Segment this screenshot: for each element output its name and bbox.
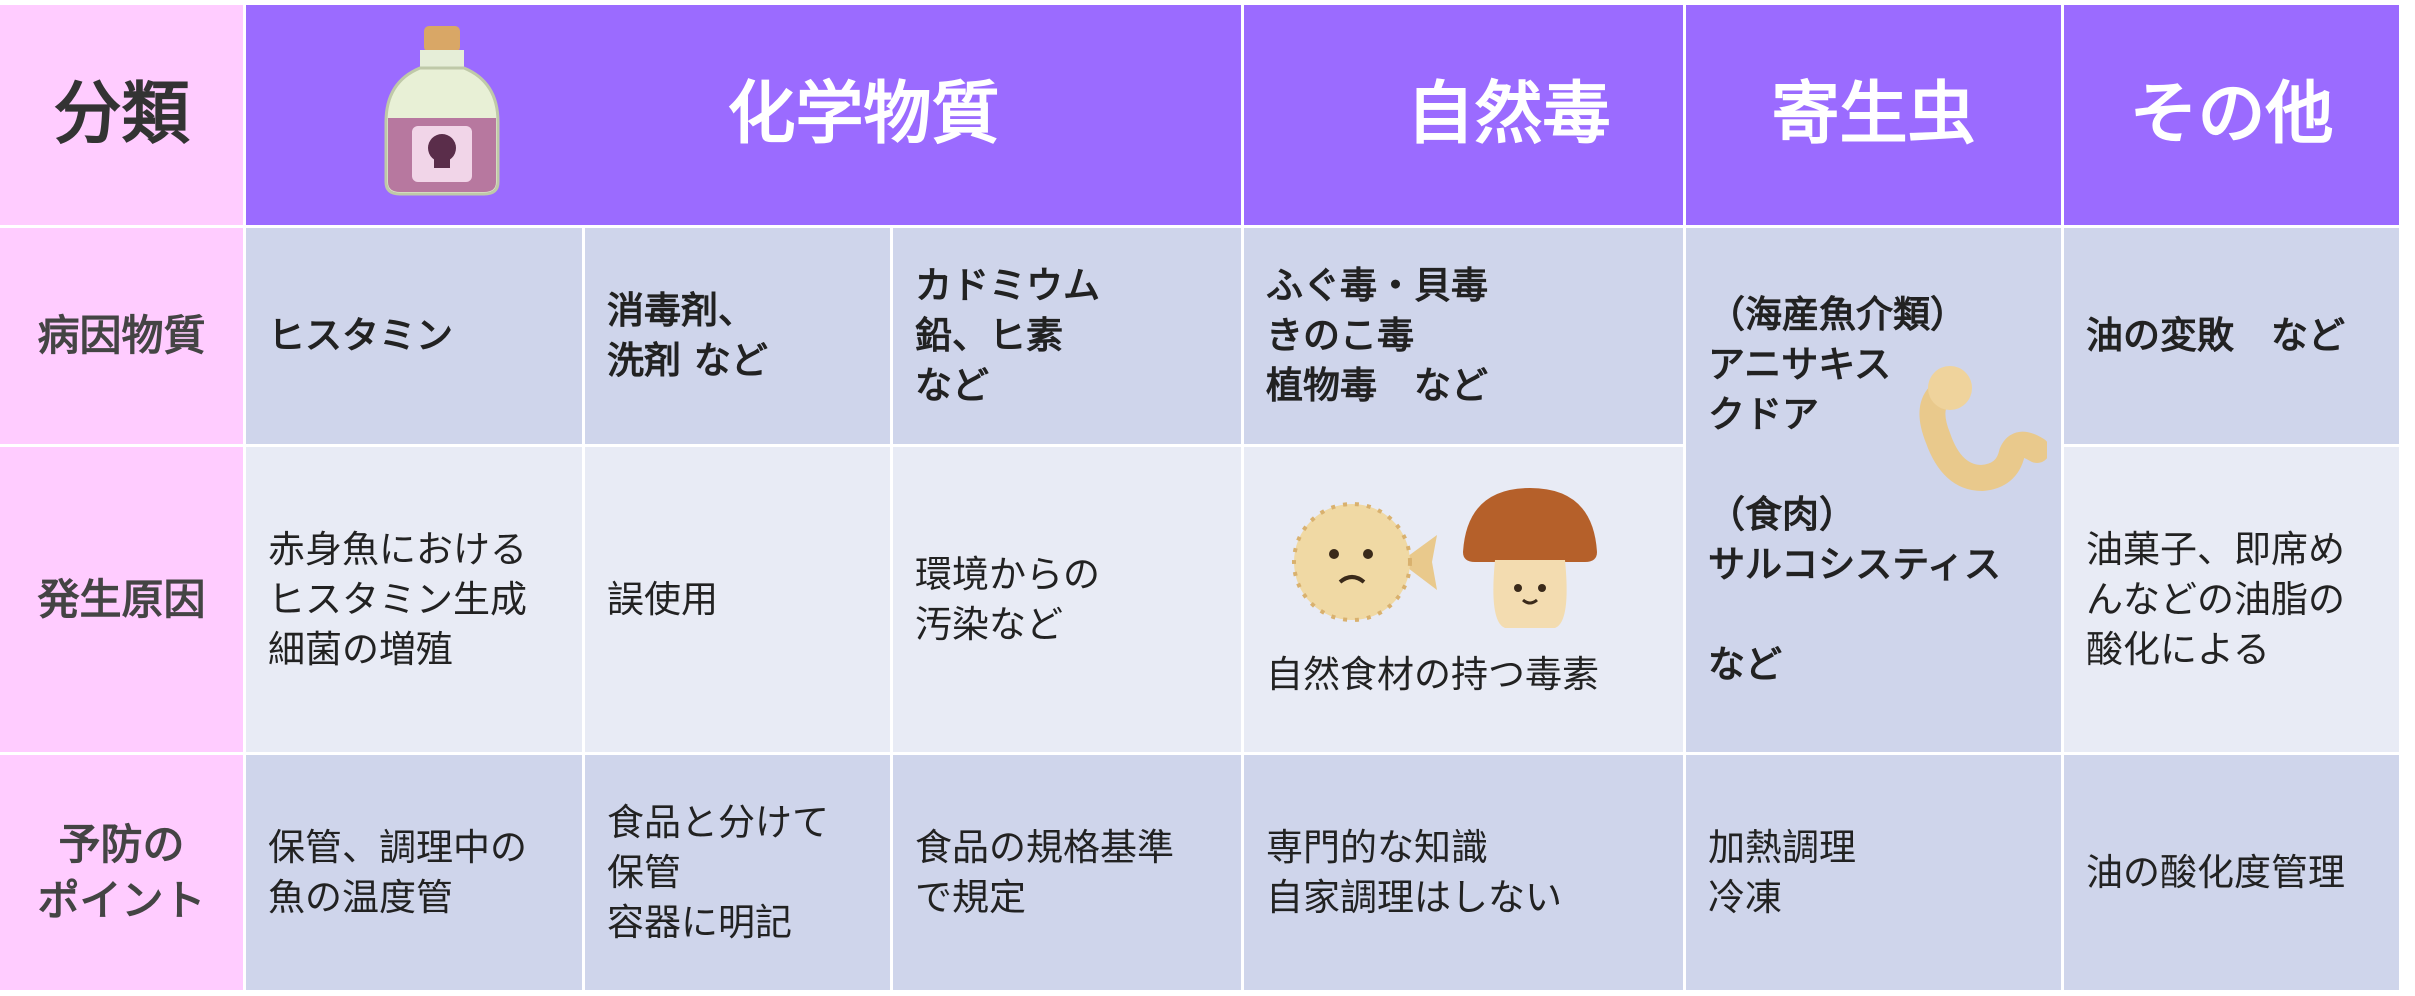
table-cell: （海産魚介類） アニサキスクドア （食肉） サルコシスティス など [1686,228,2064,755]
pufferfish-icon [1292,502,1437,622]
cell-text: クドア [1708,393,1819,436]
cell-text: 食品と分けて [607,800,829,844]
cell-text: 汚染など [915,602,1063,646]
row-label: 予防の ポイント [0,755,246,993]
table-cell: 食品の規格基準 で規定 [893,755,1244,993]
cell-text: 保管 [607,850,681,894]
cell-text: 環境からの [915,552,1100,596]
header-text: 寄生虫 [1771,75,1976,154]
potion-icon [384,26,500,196]
header-label: 分類 [0,5,246,228]
table-cell: 食品と分けて 保管容器に明記 [585,755,893,993]
cell-text: 洗剤 など [607,339,768,382]
row-label: 病因物質 [0,228,246,447]
header-cell: その他 [2064,5,2402,228]
cell-text: 誤使用 [607,577,718,621]
table-cell: 専門的な知識自家調理はしない [1244,755,1686,993]
row-label-text: 予防の [58,819,185,869]
cell-text: ふぐ毒・貝毒 [1266,264,1488,307]
cell-group: など [1708,640,2061,690]
cell-text: ヒスタミン生成 [268,577,527,621]
cell-text: 専門的な知識 [1266,825,1488,869]
header-text: 自然毒 [1406,75,1611,154]
header-cell: 自然毒 [1244,5,1686,228]
table-cell: 環境からの 汚染など [893,447,1244,755]
cell-text: など [915,364,989,407]
cell-text: 油菓子、即席め [2086,527,2345,571]
cell-text: （海産魚介類） [1708,293,1967,336]
table-cell: ふぐ毒・貝毒 きのこ毒植物毒 など [1244,228,1686,447]
cell-text: 魚の温度管 [268,875,453,919]
cell-text: 消毒剤、 [607,289,755,332]
cell-text: 油の変敗 など [2086,314,2345,357]
row-label-text: 病因物質 [37,311,206,360]
worm-icon [1919,366,2047,492]
table-cell: 赤身魚における ヒスタミン生成 細菌の増殖 [246,447,585,755]
table-cell: 保管、調理中の 魚の温度管 [246,755,585,993]
cell-group: （海産魚介類） アニサキスクドア [1708,290,2061,440]
cell-text: 鉛、ヒ素 [915,314,1063,357]
table-cell: 誤使用 [585,447,893,755]
header-text: 分類 [53,75,190,154]
table-cell: カドミウム鉛、ヒ素など [893,228,1244,447]
header-text: 化学物質 [727,75,1000,154]
cell-text: 保管、調理中の [268,825,527,869]
cell-text: サルコシスティス [1708,543,2002,586]
table-cell: ヒスタミン [246,228,585,447]
cell-text: 食品の規格基準 [915,825,1174,869]
cell-text: など [1708,643,1782,686]
cell-text: んなどの油脂の [2086,577,2345,621]
cell-text: 植物毒 など [1266,364,1488,407]
cell-text: きのこ毒 [1266,314,1414,357]
cell-text: アニサキス [1708,343,1892,386]
row-label-text: ポイント [37,875,206,925]
cell-text: 赤身魚における [268,527,527,571]
cell-text: 油の酸化度管理 [2086,850,2345,894]
cell-group: （食肉） サルコシスティス [1708,490,2061,590]
cell-text: 加熱調理 [1708,825,1856,869]
header-cell: 寄生虫 [1686,5,2064,228]
table-cell: 加熱調理 冷凍 [1686,755,2064,993]
table-cell: 油の変敗 など [2064,228,2402,447]
cell-text: 自家調理はしない [1266,875,1562,919]
cell-text: 細菌の増殖 [268,627,453,671]
cell-text: ヒスタミン [268,314,453,357]
header-text: その他 [2129,75,2334,154]
mushroom-icon [1463,488,1597,628]
table-cell: 油の酸化度管理 [2064,755,2402,993]
table-cell: 消毒剤、 洗剤 など [585,228,893,447]
cell-text: （食肉） [1708,493,1856,536]
cell-text: 冷凍 [1708,875,1782,919]
cell-text: で規定 [915,875,1026,919]
table-cell: 油菓子、即席め んなどの油脂の 酸化による [2064,447,2402,755]
cell-text: 酸化による [2086,627,2270,671]
cell-text: カドミウム [915,264,1100,307]
cell-text: 自然食材の持つ毒素 [1266,653,1599,696]
row-label: 発生原因 [0,447,246,755]
cell-text: 容器に明記 [607,900,792,944]
row-label-text: 発生原因 [37,574,206,624]
